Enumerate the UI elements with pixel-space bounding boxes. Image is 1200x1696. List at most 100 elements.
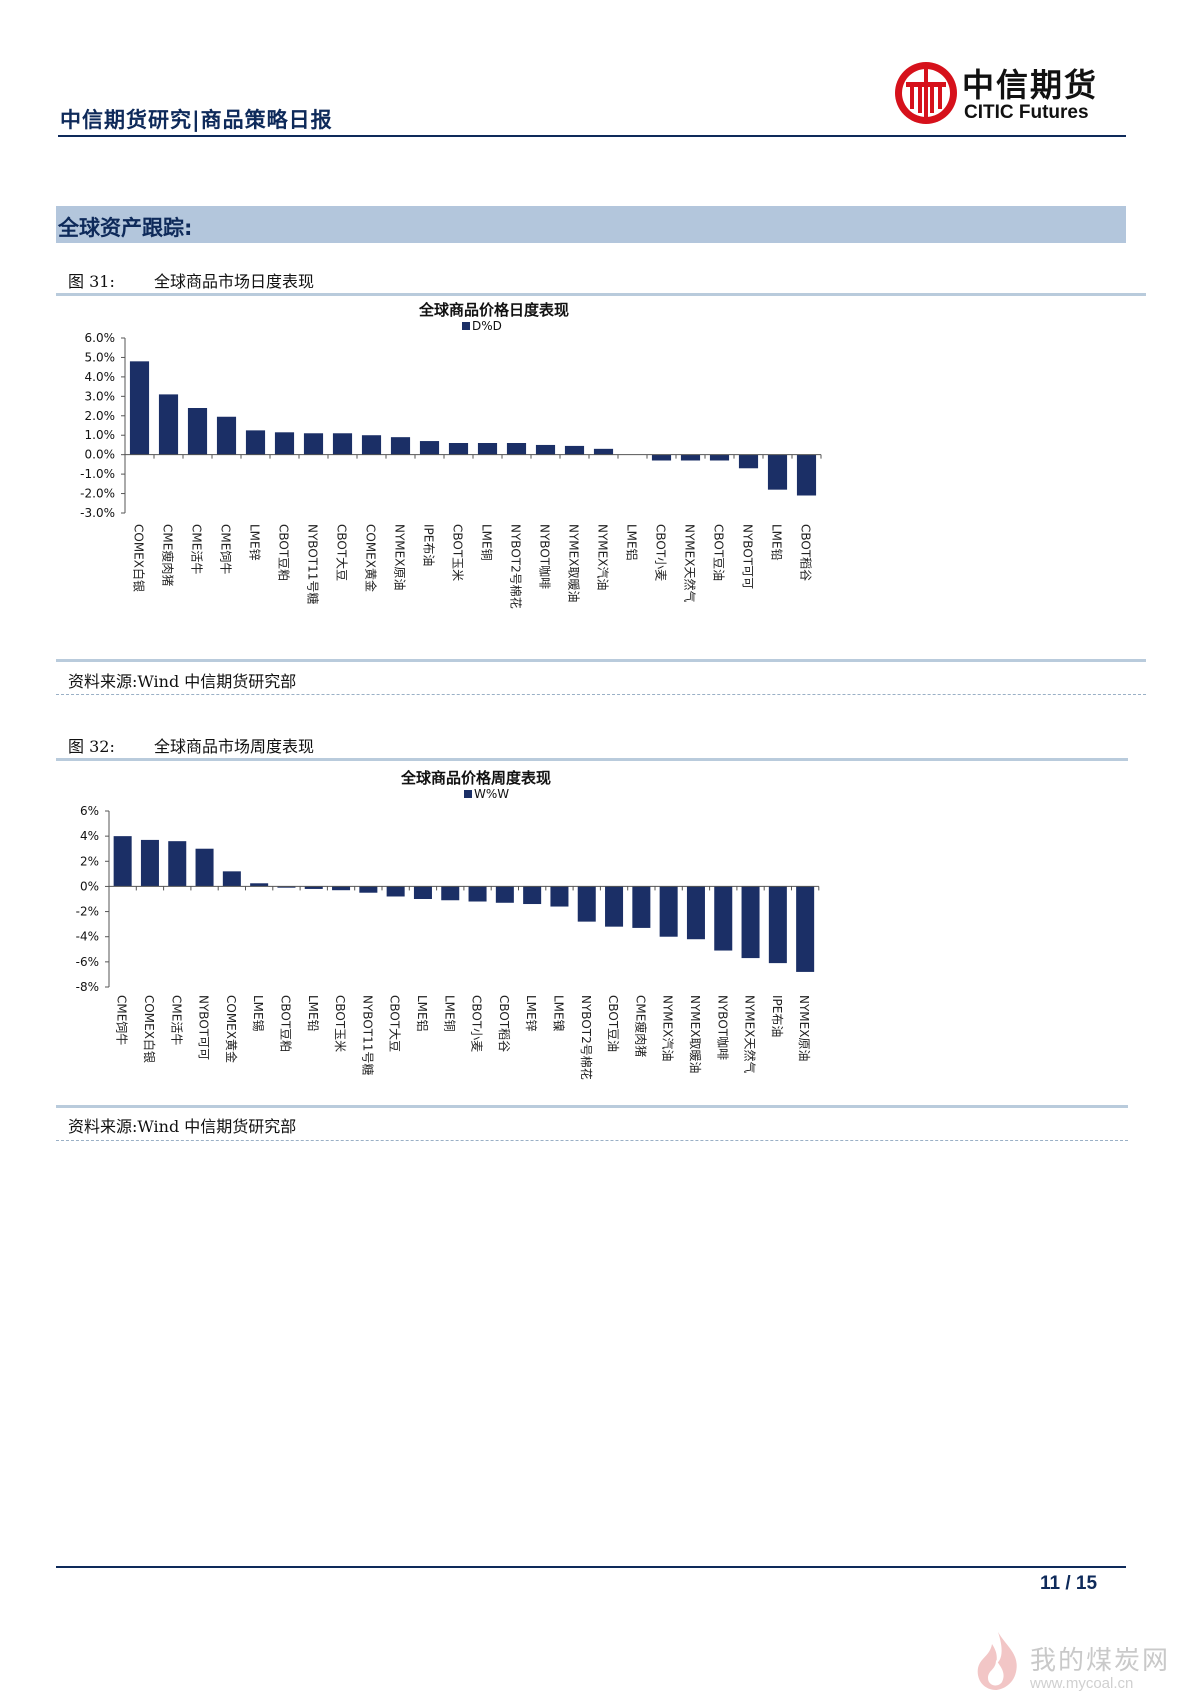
bar — [448, 443, 469, 455]
x-category-label: CME活牛 — [169, 995, 184, 1045]
x-category-label: NYMEX天然气 — [743, 995, 758, 1073]
bar — [277, 886, 296, 888]
bar — [535, 444, 556, 455]
bar — [413, 886, 432, 899]
footer-divider — [56, 1566, 1126, 1568]
y-tick-label: 0% — [80, 879, 99, 893]
logo-english-name: CITIC Futures — [964, 102, 1089, 123]
bar — [113, 836, 132, 887]
bar — [709, 454, 730, 461]
weekly-performance-chart: 全球商品价格周度表现 W%W 6% 4% 2% 0% -2% -4% -6% -8% CME饲牛… — [76, 769, 820, 1080]
x-category-label: LME铝 — [415, 995, 430, 1032]
bar — [796, 454, 817, 496]
y-tick-label: -2.0% — [80, 487, 115, 501]
flame-logo-icon — [972, 1630, 1024, 1696]
x-category-label: CME活牛 — [190, 524, 205, 574]
x-category-label: CBOT大豆 — [335, 524, 349, 581]
bar — [477, 443, 498, 455]
x-category-label: LME铜 — [480, 524, 495, 561]
x-category-label: CBOT小麦 — [470, 995, 484, 1052]
bar — [577, 886, 596, 922]
section-title: 全球资产跟踪: — [58, 216, 193, 240]
bar — [129, 361, 150, 455]
figure-31-label: 图 31: — [68, 272, 115, 291]
figure-31-bottom-rule — [56, 659, 1146, 662]
section-heading-bar — [56, 206, 1126, 243]
x-category-label: NYMEX取暖油 — [688, 995, 702, 1073]
legend-label: D%D — [472, 319, 502, 333]
bar — [659, 886, 678, 937]
y-tick-label: -4% — [76, 930, 99, 944]
x-category-label: NYBOT咖啡 — [715, 995, 730, 1060]
x-category-label: NYMEX汽油 — [661, 995, 676, 1061]
x-category-label: CBOT大豆 — [388, 995, 402, 1052]
bar — [768, 886, 787, 964]
y-tick-label: -8% — [76, 980, 99, 994]
watermark-url: www.mycoal.cn — [1030, 1675, 1134, 1692]
x-category-label: NYMEX天然气 — [683, 524, 698, 602]
x-category-label: CBOT小麦 — [654, 524, 668, 581]
bar — [796, 886, 815, 972]
bar — [714, 886, 733, 951]
x-category-label: CME饲牛 — [115, 995, 130, 1045]
y-tick-label: -3.0% — [80, 506, 115, 520]
x-category-label: NYBOT可可 — [197, 995, 211, 1060]
x-category-label: COMEX黄金 — [224, 995, 239, 1063]
figure-31-caption: 全球商品市场日度表现 — [154, 272, 315, 291]
bar — [245, 430, 266, 455]
x-category-label: IPE布油 — [422, 524, 436, 566]
bar — [593, 448, 614, 455]
x-category-label: LME锌 — [248, 524, 262, 561]
figure-31-dashed-rule — [56, 694, 1146, 695]
y-tick-label: 6% — [80, 804, 99, 818]
bar — [140, 839, 159, 887]
legend-swatch — [464, 790, 472, 798]
x-category-label: COMEX黄金 — [364, 524, 379, 592]
x-category-label: NYMEX取暖油 — [567, 524, 581, 602]
bar — [680, 454, 701, 461]
y-tick-label: 4% — [80, 829, 99, 843]
bar — [304, 886, 323, 889]
x-category-label: LME镍 — [551, 995, 565, 1032]
x-category-label: LME铅 — [770, 524, 784, 561]
bar — [303, 433, 324, 455]
bar — [468, 886, 487, 902]
x-category-label: CBOT豆油 — [712, 524, 726, 581]
bar — [332, 886, 351, 891]
daily-performance-chart: 全球商品价格日度表现 D%D 6.0% 5.0% 4.0% 3.0% 2.0% 1.0% 0… — [80, 301, 822, 609]
bar — [686, 886, 705, 940]
x-category-label: NYMEX汽油 — [596, 524, 611, 590]
y-tick-label: 2% — [80, 854, 99, 868]
y-tick-label: 4.0% — [85, 370, 116, 384]
y-tick-label: 1.0% — [85, 428, 116, 442]
y-tick-label: 2.0% — [85, 409, 116, 423]
bar — [651, 454, 672, 461]
y-tick-label: 6.0% — [85, 331, 116, 345]
x-category-label: CBOT稻谷 — [799, 524, 813, 581]
bar — [386, 886, 405, 897]
x-category-label: CBOT玉米 — [333, 995, 347, 1052]
figure-32-top-rule — [56, 758, 1128, 761]
logo-chinese-name: 中信期货 — [962, 66, 1099, 104]
figure-31-top-rule — [56, 293, 1146, 296]
y-tick-label: -2% — [76, 905, 99, 919]
header-divider — [58, 135, 1126, 137]
bar — [250, 883, 269, 887]
x-category-label: CBOT豆粕 — [278, 995, 293, 1052]
x-category-label: LME铅 — [306, 995, 320, 1032]
figure-32-dashed-rule — [56, 1140, 1128, 1141]
bar — [564, 445, 585, 455]
chart-title: 全球商品价格周度表现 — [400, 769, 551, 787]
bar — [767, 454, 788, 490]
x-category-label: COMEX白银 — [142, 995, 157, 1063]
bar — [158, 394, 179, 455]
bar — [506, 443, 527, 455]
bar — [390, 437, 411, 455]
x-category-label: LME锌 — [524, 995, 538, 1032]
bar — [419, 441, 440, 455]
citic-logo-icon — [893, 60, 959, 130]
bar — [495, 886, 514, 903]
bar — [187, 408, 208, 455]
x-category-label: CME瘦肉猪 — [633, 995, 648, 1057]
y-tick-label: 3.0% — [85, 389, 116, 403]
